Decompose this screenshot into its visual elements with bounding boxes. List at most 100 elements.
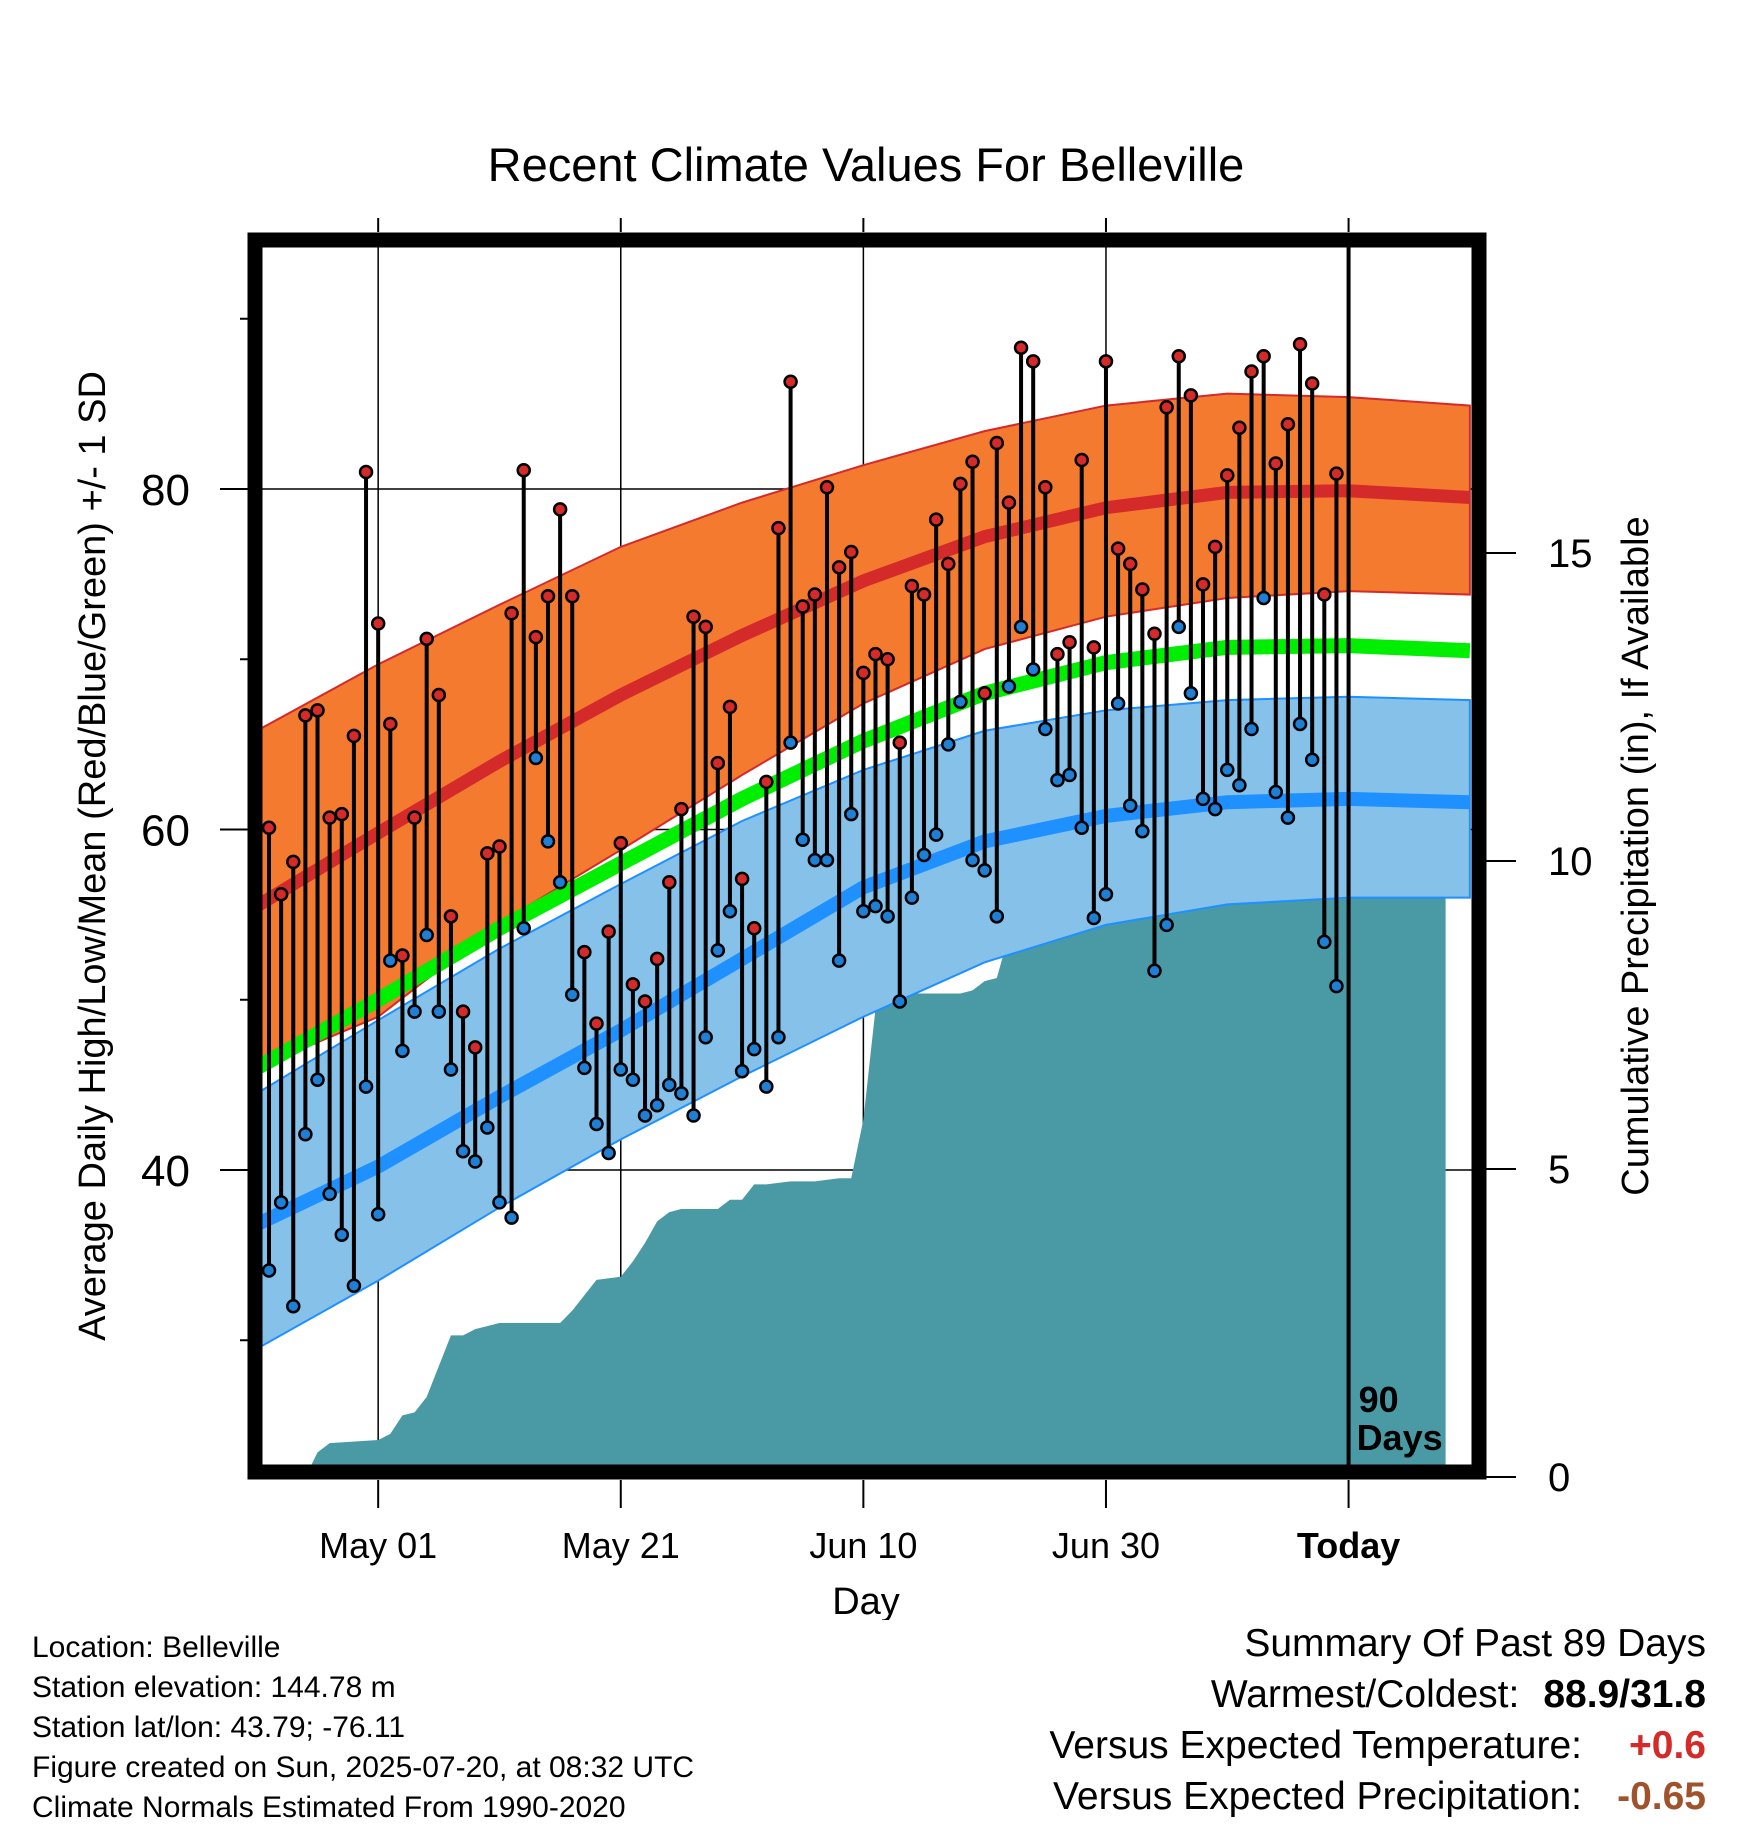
low-point [492,1195,507,1210]
high-point [613,835,629,851]
high-point [552,502,568,517]
high-point [1220,468,1235,483]
high-point [1171,348,1186,364]
x-tick-label: Today [1297,1525,1400,1566]
high-point [1050,646,1065,662]
low-point [698,1029,713,1045]
low-point [262,1263,277,1278]
low-point [892,994,908,1009]
low-point [480,1120,495,1135]
high-point [358,464,374,480]
high-point [504,606,519,621]
high-point [868,646,883,662]
low-point [674,1086,689,1101]
location-text: Location: Belleville [32,1631,281,1664]
high-point [1317,587,1332,602]
high-point [395,948,410,963]
high-point [286,854,301,870]
low-point [370,1207,386,1222]
y-left-tick-label: 40 [141,1147,190,1196]
low-point [395,1043,410,1059]
normals-text: Climate Normals Estimated From 1990-2020 [32,1791,626,1824]
low-point [868,898,883,914]
high-point [1147,626,1162,641]
high-point [589,1016,604,1031]
low-point [953,694,968,710]
high-point [1025,354,1041,369]
y-right-tick-label: 0 [1548,1456,1570,1500]
high-point [880,652,895,667]
low-point [1074,820,1089,836]
high-point [698,619,713,635]
high-point [1098,354,1114,369]
high-point [565,589,580,604]
low-point [601,1145,616,1161]
daily-range-bars [262,337,1344,1314]
high-point [370,616,386,631]
low-point [904,890,920,905]
low-point [662,1077,677,1093]
low-point [686,1108,701,1123]
low-point [649,1098,665,1113]
low-point [1207,801,1223,817]
high-point [516,463,531,478]
warm-cold-label: Warmest/Coldest: [1210,1673,1520,1716]
precip-anomaly-label: Versus Expected Precipitation: [1053,1775,1582,1818]
latlon-text: Station lat/lon: 43.79; -76.11 [32,1711,406,1744]
low-point [819,852,835,868]
low-point [1329,978,1344,994]
y-right-tick-label: 5 [1548,1148,1570,1192]
high-point [904,578,920,594]
precip-anomaly-value: -0.65 [1617,1775,1706,1818]
low-point [965,852,980,868]
high-point [965,454,980,470]
low-point [273,1195,289,1210]
high-point [662,875,677,890]
high-point [1292,337,1308,352]
low-point [710,943,726,958]
low-point [1062,767,1077,783]
high-point [892,735,908,750]
low-point [734,1064,750,1079]
low-point [334,1227,350,1242]
y-left-tick-label: 80 [141,466,190,515]
high-point [637,994,653,1009]
low-point [759,1079,774,1094]
low-point [746,1041,762,1057]
low-point [1256,590,1271,606]
low-point [1183,686,1199,701]
created-text: Figure created on Sun, 2025-07-20, at 08… [32,1751,695,1784]
low-point [1304,752,1320,767]
low-point [1098,886,1114,902]
high-point [1304,376,1320,391]
low-point [455,1144,471,1159]
high-point [807,587,823,602]
y-left-tick-label: 60 [141,807,190,856]
high-point [383,716,398,732]
high-point [625,977,641,992]
low-point [856,903,871,919]
low-point [1220,762,1235,778]
high-point [492,839,507,854]
low-point [1195,791,1211,807]
low-point [577,1060,592,1076]
low-point [1159,917,1174,933]
temp-anomaly-label: Versus Expected Temperature: [1049,1724,1582,1767]
low-point [637,1108,653,1123]
station-info: Location: Belleville Station elevation: … [32,1628,694,1828]
high-point [941,556,956,572]
low-point [419,927,434,943]
high-point [674,801,689,817]
low-point [928,827,944,842]
low-point [977,863,992,878]
low-point [467,1154,483,1169]
temp-anomaly-value: +0.6 [1629,1724,1706,1767]
high-point [1159,400,1174,415]
high-point [480,846,495,861]
high-point [831,560,847,575]
low-point [1050,772,1065,788]
high-point [710,755,726,771]
low-point [540,834,556,849]
high-point [771,520,786,536]
high-point [759,774,774,790]
